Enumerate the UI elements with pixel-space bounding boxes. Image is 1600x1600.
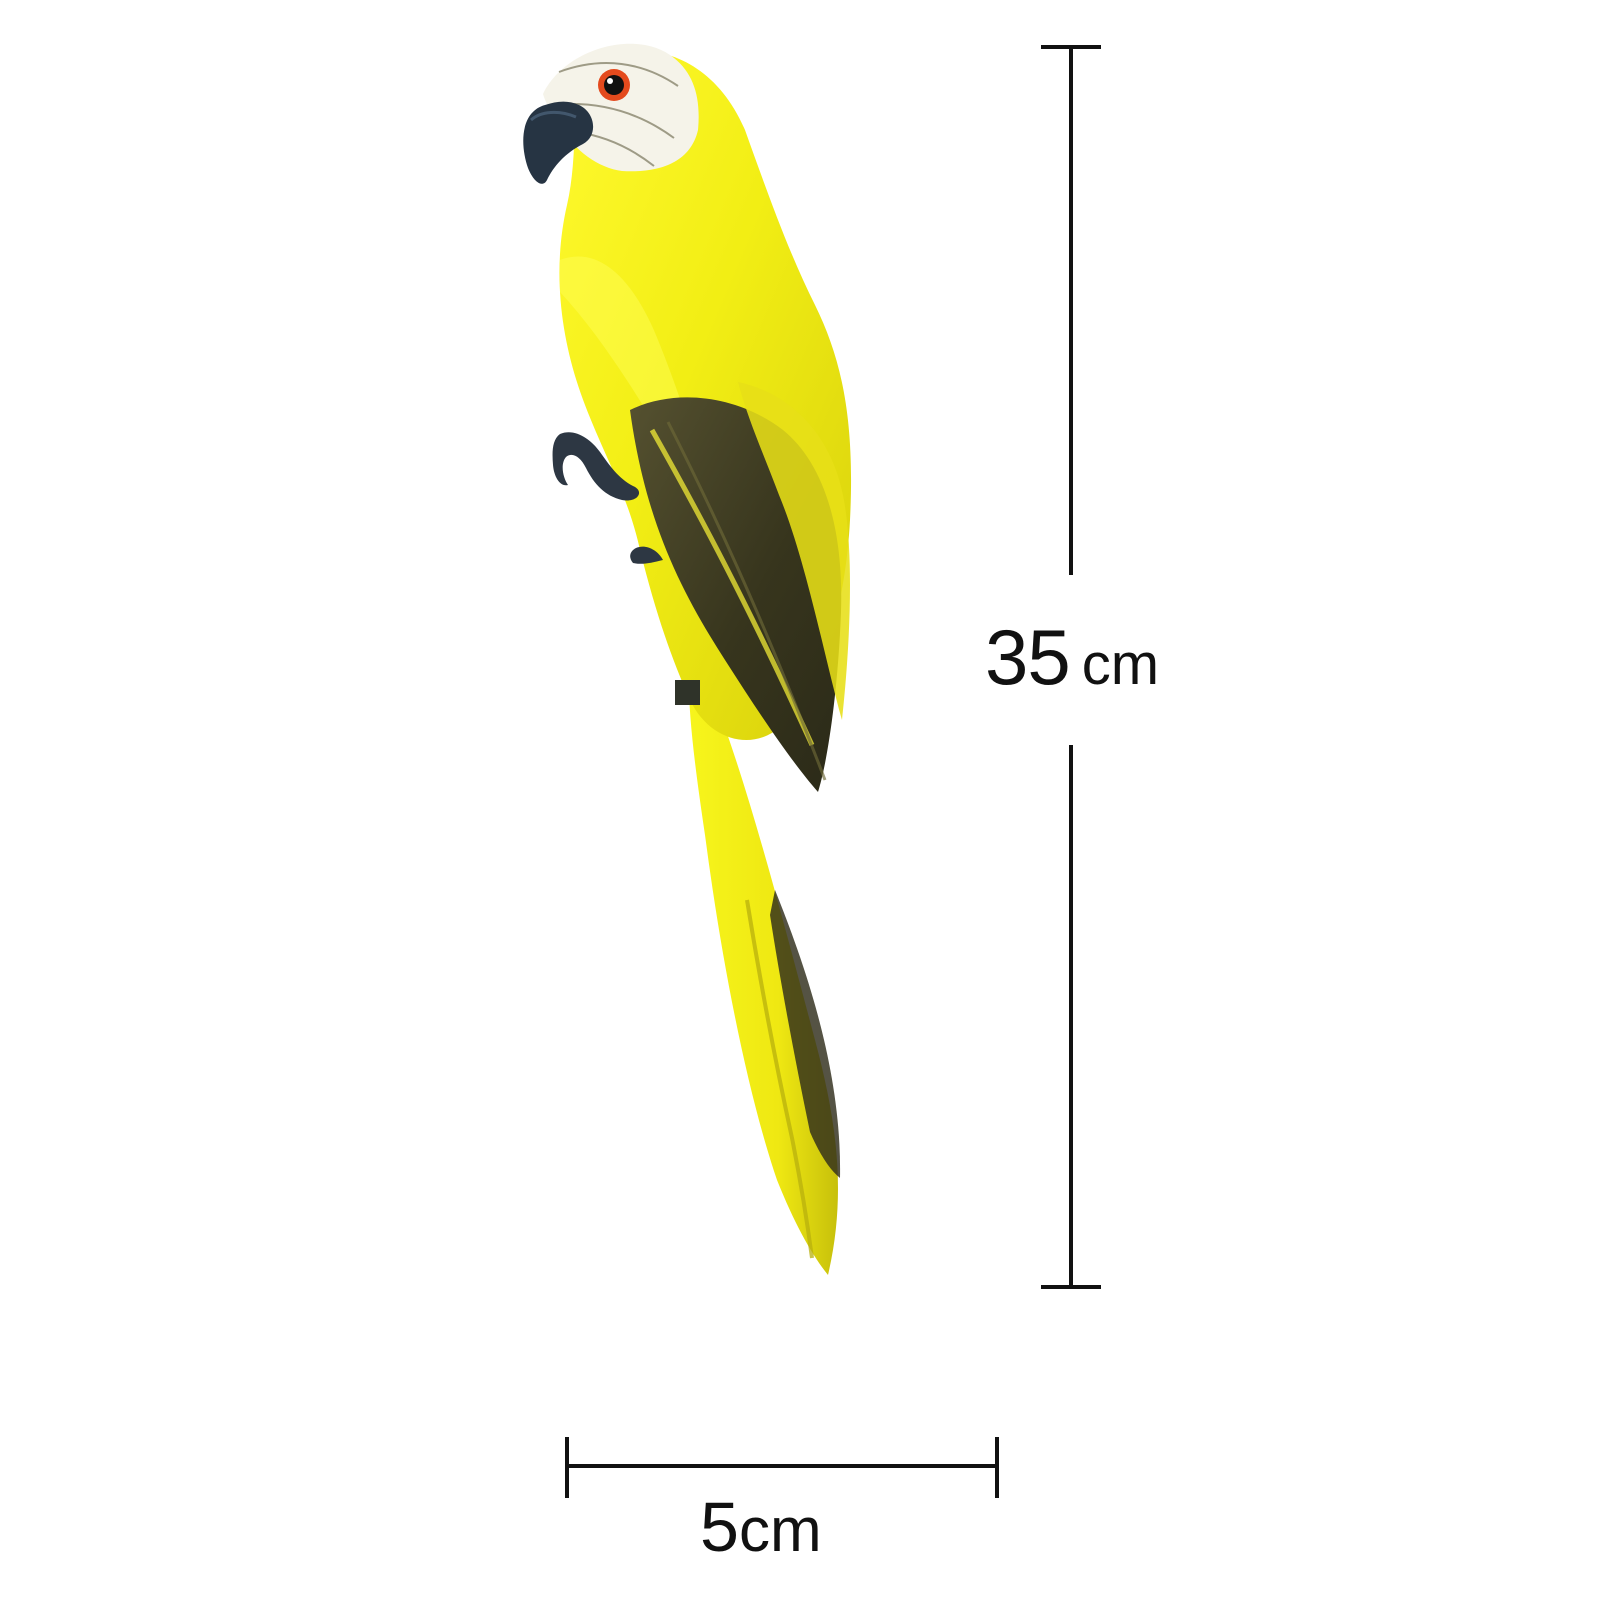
height-value: 35 [985,613,1071,701]
width-measure-line [565,1437,999,1498]
parrot-head [523,43,699,184]
height-unit: cm [1081,632,1160,697]
width-value: 5 [700,1488,739,1566]
parrot-feet [552,432,700,705]
height-measure-line [1041,45,1101,1289]
beak-icon [523,101,594,184]
height-dimension-label: 35 cm [985,612,1205,702]
parrot-tail [688,640,841,1275]
eye-icon [598,69,630,101]
parrot-wing [630,382,850,792]
width-dimension-label: 5cm [700,1487,870,1567]
width-unit: cm [738,1496,822,1565]
